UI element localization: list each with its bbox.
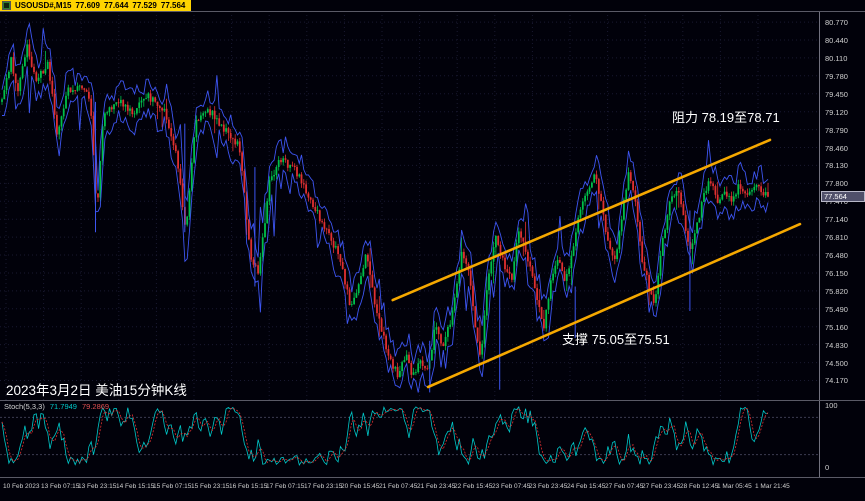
- price-open-label: 77.609: [75, 1, 100, 10]
- support-annotation[interactable]: 支撑 75.05至75.51: [562, 332, 670, 347]
- time-axis-label: 23 Feb 07:45: [492, 483, 531, 490]
- price-axis-label: 74.170: [825, 376, 848, 385]
- time-axis-label: 15 Feb 07:15: [153, 483, 192, 490]
- panel-separator[interactable]: [0, 400, 865, 401]
- time-axis-label: 20 Feb 15:45: [341, 483, 380, 490]
- price-axis-label: 80.440: [825, 36, 848, 45]
- time-axis-label: 23 Feb 23:45: [529, 483, 568, 490]
- time-axis-label: 21 Feb 23:45: [417, 483, 456, 490]
- trendline-upper[interactable]: [391, 138, 772, 302]
- stochastic-label: Stoch(5,3,3) 71.7949 79.2869: [4, 402, 109, 411]
- stochastic-canvas[interactable]: [0, 401, 865, 477]
- time-axis-label: 13 Feb 07:15: [41, 483, 80, 490]
- time-axis-label: 15 Feb 23:15: [191, 483, 230, 490]
- price-high-label: 77.644: [103, 1, 129, 10]
- time-axis-label: 27 Feb 07:45: [605, 483, 644, 490]
- chart-caption: 2023年3月2日 美油15分钟K线: [6, 383, 187, 398]
- price-axis-label: 75.160: [825, 323, 848, 332]
- top-border-line: [0, 11, 865, 12]
- time-axis-label: 17 Feb 07:15: [266, 483, 305, 490]
- current-price-tag: 77.564: [821, 191, 865, 202]
- price-axis-label: 80.110: [825, 54, 848, 63]
- price-axis-label: 77.140: [825, 215, 848, 224]
- price-axis-label: 74.500: [825, 359, 848, 368]
- time-axis-label: 14 Feb 15:15: [116, 483, 155, 490]
- resistance-annotation[interactable]: 阻力 78.19至78.71: [672, 110, 780, 125]
- price-axis-label: 74.830: [825, 341, 848, 350]
- time-axis-label: 22 Feb 15:45: [454, 483, 493, 490]
- trendline-lower[interactable]: [426, 222, 802, 389]
- price-axis-label: 76.810: [825, 233, 848, 242]
- stoch-signal-value: 79.2869: [81, 402, 110, 411]
- stoch-main-line: [1, 405, 769, 467]
- time-axis-label: 1 Mar 21:45: [755, 483, 790, 490]
- stoch-axis-max: 100: [825, 401, 838, 410]
- price-axis-label: 78.460: [825, 144, 848, 153]
- price-axis-label: 79.450: [825, 90, 848, 99]
- price-axis-label: 77.800: [825, 179, 848, 188]
- price-axis-label: 75.490: [825, 305, 848, 314]
- price-chart-canvas[interactable]: [0, 11, 865, 400]
- price-axis-label: 75.820: [825, 287, 848, 296]
- time-axis-separator: [0, 477, 865, 478]
- price-axis-label: 79.780: [825, 72, 848, 81]
- price-close-label: 77.564: [160, 1, 186, 10]
- time-axis-label: 24 Feb 15:45: [567, 483, 606, 490]
- price-axis-label: 78.790: [825, 126, 848, 135]
- stoch-main-value: 71.7949: [49, 402, 77, 411]
- envelope-lines: [1, 22, 769, 393]
- chart-icon: [2, 1, 11, 10]
- price-axis-label: 79.120: [825, 108, 848, 117]
- stoch-indicator-name: Stoch(5,3,3): [4, 402, 45, 411]
- stochastic-panel: Stoch(5,3,3) 71.7949 79.2869 100 0: [0, 401, 865, 477]
- stoch-signal-line: [1, 407, 769, 465]
- time-axis-label: 27 Feb 23:45: [642, 483, 681, 490]
- chart-title-bar[interactable]: USOUSD#,M15 77.609 77.644 77.529 77.564: [0, 0, 192, 11]
- symbol-timeframe-label: USOUSD#,M15: [15, 1, 72, 10]
- time-axis-label: 1 Mar 05:45: [717, 483, 752, 490]
- price-axis-label: 76.480: [825, 251, 848, 260]
- main-chart-area: 阻力 78.19至78.71 支撑 75.05至75.51 2023年3月2日 …: [0, 11, 865, 400]
- time-axis-label: 16 Feb 15:15: [229, 483, 268, 490]
- time-axis-label: 28 Feb 12:45: [680, 483, 719, 490]
- price-axis[interactable]: 77.564 80.770 80.440 80.110 79.780 79.450 79.…: [820, 11, 865, 400]
- time-axis[interactable]: 10 Feb 2023 13 Feb 07:15 13 Feb 23:15 14 Fe…: [0, 478, 865, 501]
- price-axis-label: 78.130: [825, 161, 848, 170]
- price-axis-label: 80.770: [825, 18, 848, 27]
- time-axis-label: 10 Feb 2023: [3, 483, 40, 490]
- time-axis-label: 17 Feb 23:15: [304, 483, 343, 490]
- stoch-axis-min: 0: [825, 463, 830, 472]
- price-low-label: 77.529: [132, 1, 157, 10]
- time-axis-label: 13 Feb 23:15: [78, 483, 117, 490]
- time-axis-label: 21 Feb 07:45: [379, 483, 418, 490]
- grid: [0, 11, 818, 400]
- candlesticks: [1, 39, 769, 380]
- price-axis-label: 76.150: [825, 269, 848, 278]
